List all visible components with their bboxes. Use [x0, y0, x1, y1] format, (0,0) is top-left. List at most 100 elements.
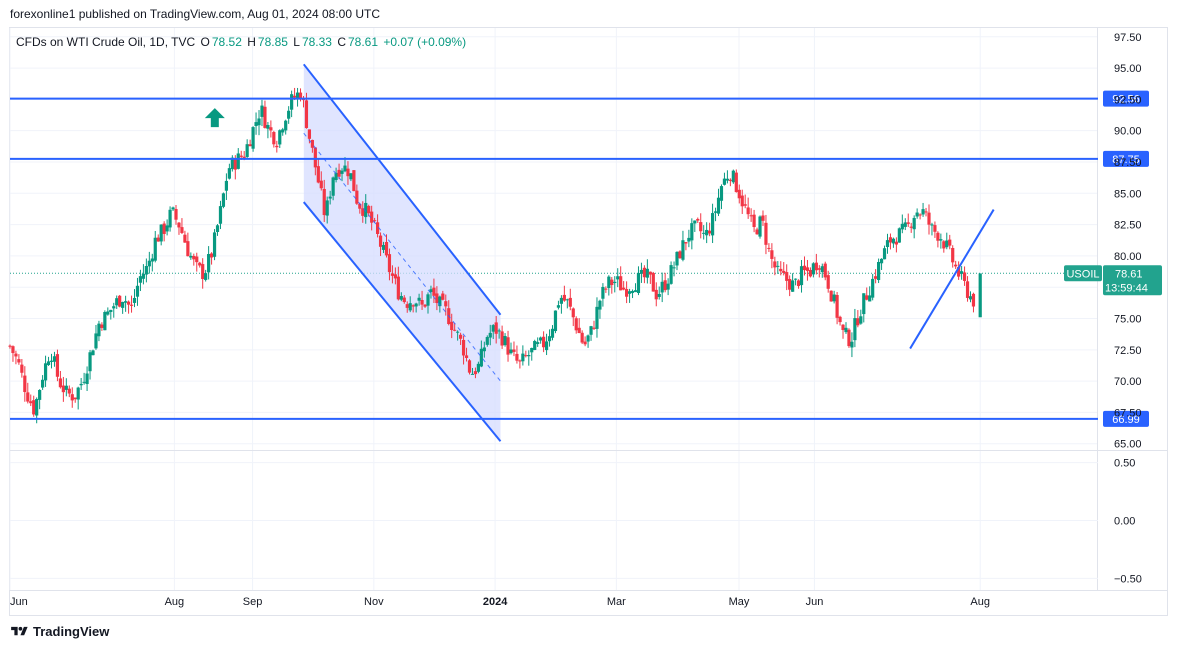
candle-body — [177, 222, 181, 228]
candle-body — [476, 363, 480, 372]
candle-body — [761, 215, 765, 221]
candle-body — [817, 268, 821, 270]
legend-high-label: H — [247, 35, 256, 49]
price-tick-label: 65.00 — [1114, 439, 1142, 451]
candle-body — [459, 334, 463, 339]
candle-body — [565, 299, 569, 301]
candle-body — [245, 144, 249, 157]
candle-body — [841, 324, 845, 330]
candle-body — [207, 254, 211, 273]
candle-body — [859, 316, 863, 324]
candle-body — [616, 276, 620, 280]
last-price-tag: 78.61 — [1115, 268, 1143, 280]
candle-body — [601, 286, 605, 299]
candle-body — [550, 328, 555, 338]
candle-body — [767, 247, 771, 249]
candle-body — [598, 300, 602, 310]
trend-lines — [302, 63, 995, 442]
candle-body — [945, 240, 949, 248]
candle-body — [313, 147, 317, 168]
candle-body — [441, 293, 445, 300]
candle-body — [642, 267, 647, 278]
candle-body — [960, 271, 964, 274]
candle-body — [918, 214, 922, 216]
candle-body — [337, 169, 341, 177]
footer-brand[interactable]: TradingView — [10, 624, 109, 639]
candle-body — [639, 269, 644, 274]
candle-body — [49, 360, 54, 362]
candle-body — [429, 289, 433, 292]
candle-body — [811, 263, 815, 275]
candle-body — [968, 296, 973, 300]
candle-body — [399, 296, 403, 300]
candle-body — [467, 360, 472, 373]
level-label-bg — [1103, 410, 1149, 427]
candle-body — [509, 349, 513, 354]
price-tick-label: 72.50 — [1114, 345, 1142, 357]
candle-body — [909, 226, 913, 228]
candle-body — [542, 336, 546, 348]
candle-body — [275, 145, 279, 148]
candle-body — [965, 281, 970, 298]
candle-body — [378, 235, 383, 247]
candle-body — [737, 189, 741, 199]
candle-body — [349, 173, 353, 180]
candle-body — [272, 132, 276, 145]
candle-body — [64, 385, 68, 390]
candle-body — [180, 227, 184, 233]
candle-body — [159, 224, 163, 242]
candle-body — [651, 272, 655, 292]
candle-body — [491, 325, 495, 332]
candle-body — [574, 318, 578, 331]
legend-low-label: L — [293, 35, 300, 49]
candle-body — [796, 280, 801, 287]
candle-body — [212, 232, 217, 257]
candle-body — [38, 389, 42, 400]
candle-body — [106, 311, 110, 315]
price-tick-label: 67.50 — [1114, 407, 1142, 419]
candle-body — [435, 293, 439, 304]
candle-body — [622, 287, 626, 290]
level-label: 66.99 — [1112, 414, 1140, 426]
candle-body — [954, 264, 958, 267]
candle-body — [171, 207, 175, 210]
candle-body — [138, 276, 143, 283]
candle-body — [464, 355, 469, 358]
candle-body — [414, 303, 418, 307]
candle-body — [799, 266, 804, 286]
candle-body — [672, 267, 676, 269]
candle-body — [518, 360, 522, 362]
channel-upper — [302, 63, 502, 316]
candle-body — [396, 276, 400, 300]
candle-body — [915, 212, 919, 217]
candle-body — [124, 301, 128, 303]
candle-body — [544, 341, 549, 351]
candle-body — [384, 241, 389, 256]
candle-body — [393, 274, 397, 279]
candle-body — [204, 273, 208, 280]
candle-body — [43, 363, 48, 381]
candle-body — [408, 303, 412, 311]
candle-body — [625, 289, 629, 297]
candle-body — [8, 345, 12, 347]
candle-body — [343, 165, 347, 172]
candle-body — [67, 388, 71, 394]
candle-body — [162, 223, 166, 234]
price-tick-label: 92.50 — [1114, 94, 1142, 106]
candle-body — [654, 289, 658, 300]
candle-body — [533, 341, 537, 350]
candle-body — [17, 359, 21, 363]
candle-body — [506, 337, 510, 355]
candle-body — [290, 94, 294, 110]
candle-body — [604, 288, 608, 290]
candle-body — [719, 186, 724, 201]
publisher-line: forexonline1 published on TradingView.co… — [10, 7, 381, 21]
candle-body — [227, 168, 231, 179]
candle-body — [14, 353, 18, 357]
candle-body — [636, 273, 641, 294]
candle-body — [568, 297, 572, 307]
candle-body — [322, 188, 326, 216]
channel-fill — [303, 64, 501, 442]
